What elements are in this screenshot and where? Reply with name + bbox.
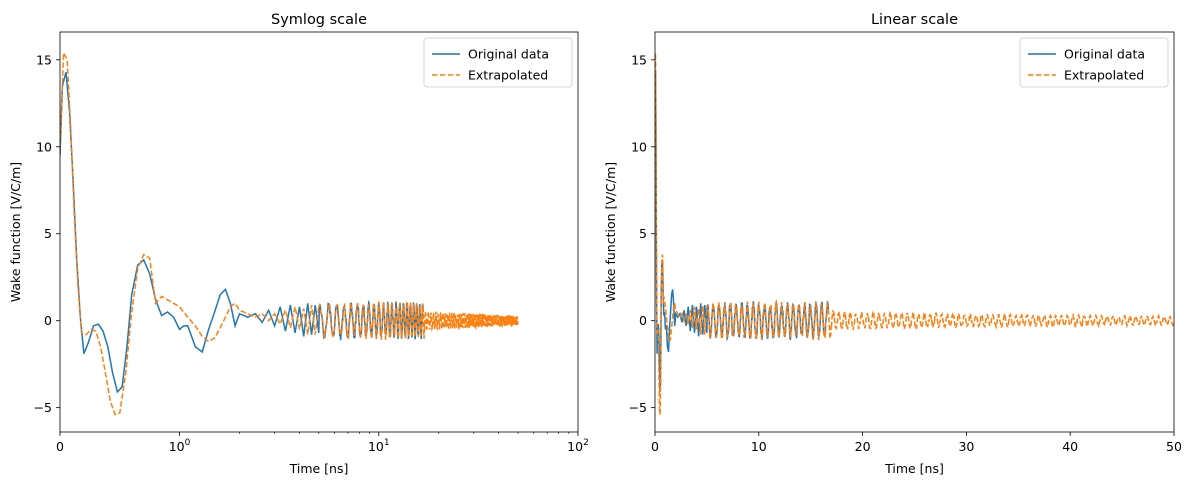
y-tick-label: 5 <box>639 226 647 241</box>
y-tick-label: 10 <box>36 139 52 154</box>
chart-symlog: −5 0 5 10 15 0 100 101 102 Symlog scale Time [ns] W… <box>8 12 589 476</box>
x-axis-label: Time [ns] <box>289 461 349 476</box>
series-line-original <box>655 71 830 393</box>
y-tick-label: 0 <box>44 313 52 328</box>
y-axis-label: Wake function [V/C/m] <box>603 162 618 302</box>
y-tick-label: 15 <box>36 52 52 67</box>
chart-title: Symlog scale <box>271 12 367 28</box>
series-line-extrapolated <box>60 49 519 416</box>
x-tick-label: 102 <box>567 438 589 454</box>
legend-box <box>423 37 573 88</box>
legend-label: Original data <box>1064 47 1145 62</box>
y-tick-label: 0 <box>639 313 647 328</box>
x-tick-label: 101 <box>368 438 390 454</box>
legend-label: Original data <box>468 47 549 62</box>
x-tick-label: 100 <box>169 438 191 454</box>
y-tick-label: −5 <box>34 400 52 415</box>
x-tick-label: 0 <box>651 439 659 454</box>
y-tick-label: −5 <box>629 400 647 415</box>
x-axis-label: Time [ns] <box>884 461 944 476</box>
x-tick-label: 40 <box>1062 439 1078 454</box>
legend: Original data Extrapolated <box>1019 37 1169 88</box>
x-tick-label: 30 <box>958 439 974 454</box>
chart-title: Linear scale <box>871 12 958 28</box>
series-line-extrapolated <box>655 52 1174 415</box>
x-tick-label: 50 <box>1166 439 1182 454</box>
y-axis-label: Wake function [V/C/m] <box>8 162 23 302</box>
legend: Original data Extrapolated <box>423 37 573 88</box>
x-tick-label: 0 <box>56 439 64 454</box>
chart-linear: −5 0 5 10 15 0 10 20 30 40 50 Linear scale Time [ns]… <box>603 12 1182 476</box>
legend-label: Extrapolated <box>468 68 548 83</box>
legend-box <box>1019 37 1169 88</box>
y-tick-label: 5 <box>44 226 52 241</box>
series-line-original <box>60 71 424 394</box>
x-tick-label: 20 <box>855 439 871 454</box>
x-tick-label: 10 <box>751 439 767 454</box>
y-tick-label: 15 <box>631 52 647 67</box>
y-tick-label: 10 <box>631 139 647 154</box>
legend-label: Extrapolated <box>1064 68 1144 83</box>
axes-frame <box>654 31 1175 433</box>
axes-frame <box>59 31 579 433</box>
